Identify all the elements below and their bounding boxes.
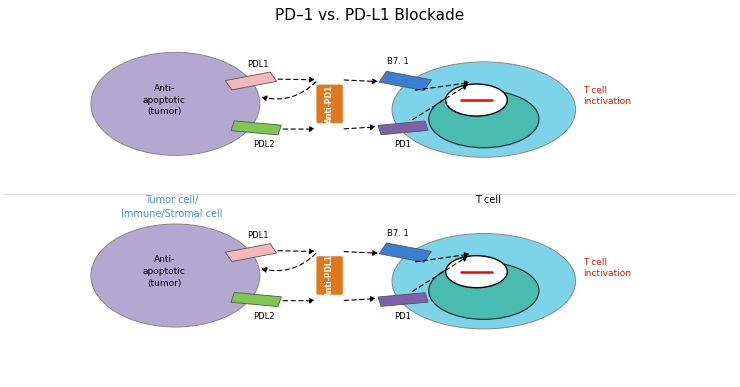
- Polygon shape: [379, 243, 431, 262]
- Text: T cell
inctivation: T cell inctivation: [583, 86, 631, 106]
- Polygon shape: [378, 121, 428, 135]
- Polygon shape: [231, 121, 281, 135]
- Circle shape: [428, 91, 539, 148]
- Polygon shape: [379, 71, 431, 91]
- Text: T cell
inctivation: T cell inctivation: [583, 258, 631, 278]
- Text: Tumor cell/
Immune/Stromal cell: Tumor cell/ Immune/Stromal cell: [121, 195, 223, 219]
- FancyBboxPatch shape: [317, 256, 343, 295]
- Text: B7. 1: B7. 1: [387, 58, 408, 67]
- Text: Anti-PDL1: Anti-PDL1: [325, 254, 334, 297]
- Text: PD1: PD1: [394, 140, 411, 149]
- Circle shape: [392, 62, 576, 157]
- Text: Anti-
apoptotic
(tumor): Anti- apoptotic (tumor): [143, 84, 186, 116]
- Polygon shape: [225, 244, 277, 262]
- Text: PDL1: PDL1: [248, 231, 269, 240]
- Circle shape: [428, 262, 539, 319]
- FancyBboxPatch shape: [317, 85, 343, 123]
- Polygon shape: [231, 293, 281, 307]
- Text: Anti-PD1: Anti-PD1: [325, 85, 334, 123]
- Text: B7. 1: B7. 1: [387, 229, 408, 238]
- Ellipse shape: [91, 224, 260, 327]
- Text: PDL2: PDL2: [253, 312, 275, 321]
- Polygon shape: [225, 72, 277, 90]
- Circle shape: [392, 233, 576, 329]
- Text: PDL2: PDL2: [253, 140, 275, 149]
- Text: Anti-
apoptotic
(tumor): Anti- apoptotic (tumor): [143, 255, 186, 288]
- Circle shape: [445, 256, 508, 288]
- Ellipse shape: [91, 52, 260, 155]
- Circle shape: [445, 84, 508, 116]
- Text: PDL1: PDL1: [248, 60, 269, 69]
- Polygon shape: [378, 293, 428, 307]
- Text: T cell: T cell: [474, 195, 500, 205]
- Text: PD–1 vs. PD-L1 Blockade: PD–1 vs. PD-L1 Blockade: [275, 9, 465, 24]
- Text: PD1: PD1: [394, 312, 411, 321]
